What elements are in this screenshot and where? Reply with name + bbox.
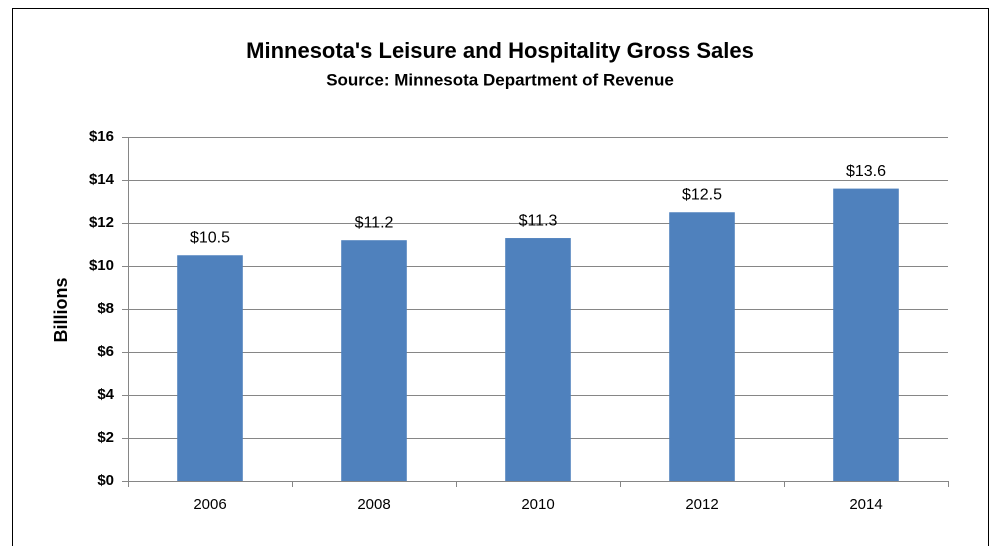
y-tick-label: $2 xyxy=(97,429,114,446)
chart-subtitle: Source: Minnesota Department of Revenue xyxy=(326,70,674,89)
y-tick-label: $6 xyxy=(97,343,114,360)
value-label: $11.3 xyxy=(519,212,558,229)
bar xyxy=(669,212,735,481)
bar xyxy=(341,240,407,481)
y-tick-label: $10 xyxy=(89,257,114,274)
bar xyxy=(177,255,243,481)
bar xyxy=(833,188,899,481)
x-tick-label: 2012 xyxy=(685,496,718,513)
y-tick-label: $14 xyxy=(89,171,115,188)
y-axis-label: Billions xyxy=(51,277,71,342)
x-tick-label: 2010 xyxy=(521,496,554,513)
x-tick-label: 2014 xyxy=(849,496,882,513)
value-label: $12.5 xyxy=(682,186,722,203)
x-tick-label: 2006 xyxy=(193,496,226,513)
x-tick-label: 2008 xyxy=(357,496,390,513)
value-label: $10.5 xyxy=(190,229,230,246)
value-label: $13.6 xyxy=(846,163,886,180)
y-tick-label: $12 xyxy=(89,214,114,231)
bar xyxy=(505,238,571,481)
chart-border xyxy=(12,8,989,546)
chart-title: Minnesota's Leisure and Hospitality Gros… xyxy=(246,38,754,63)
y-tick-label: $4 xyxy=(97,386,114,403)
value-label: $11.2 xyxy=(355,214,394,231)
y-tick-label: $8 xyxy=(97,300,114,317)
y-tick-label: $16 xyxy=(89,128,114,145)
y-tick-label: $0 xyxy=(97,472,114,489)
